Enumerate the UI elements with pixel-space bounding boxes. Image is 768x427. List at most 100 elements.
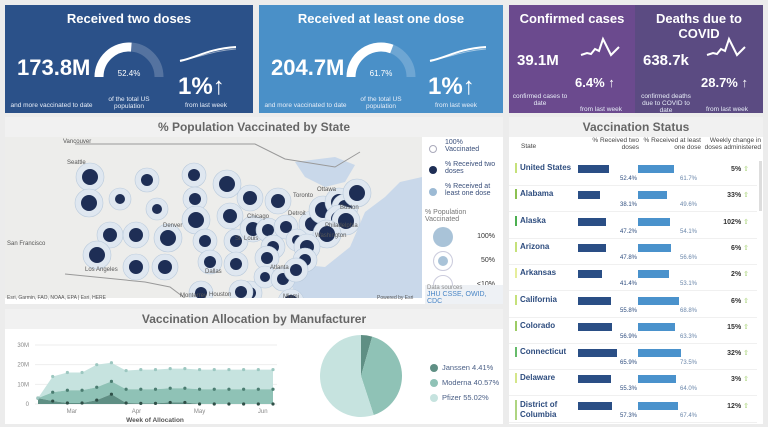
state-name[interactable]: California — [515, 294, 579, 305]
state-name[interactable]: Arkansas — [515, 268, 579, 279]
one-dose-pct: 64.0% — [679, 386, 697, 393]
size-100-icon — [433, 227, 453, 247]
data-point — [80, 370, 84, 375]
us-map[interactable]: Vancouver Seattle San Francisco Los Angeles… — [5, 137, 422, 298]
table-row[interactable]: Connecticut 65.9% 73.5% 32% ⇧ — [509, 344, 757, 371]
state-name[interactable]: Delaware — [515, 373, 579, 384]
arrow-up-outline-icon: ⇧ — [743, 192, 749, 200]
table-row[interactable]: Alaska 47.2% 54.1% 102% ⇧ — [509, 213, 757, 239]
trend-sparkline — [429, 46, 487, 62]
one-dose-pct: 56.6% — [679, 254, 697, 261]
table-row[interactable]: Arkansas 41.4% 53.1% 2% ⇧ — [509, 265, 757, 292]
data-sources-link[interactable]: JHU CSSE, OWID, CDC — [427, 291, 487, 305]
one-dose-bar — [638, 349, 682, 358]
kpi-card: Received at least one dose 204.7M and mor… — [259, 5, 503, 113]
state-name[interactable]: Alaska — [515, 215, 579, 226]
weekly-change: 12% ⇧ — [727, 402, 749, 410]
data-point — [80, 401, 84, 405]
legend-swatch-icon — [430, 393, 438, 402]
state-name[interactable]: Arizona — [515, 241, 579, 252]
manufacturer-title: Vaccination Allocation by Manufacturer — [5, 309, 503, 329]
weekly-change: 102% ⇧ — [723, 218, 749, 226]
area-moderna — [38, 381, 273, 404]
city-label: Denver — [163, 223, 182, 229]
state-dot — [129, 228, 143, 242]
map-powered-by[interactable]: Powered by Esri — [377, 295, 414, 301]
data-point — [139, 387, 143, 391]
kpi-card: Received two doses 173.8M and more vaccin… — [5, 5, 253, 113]
table-scrollbar[interactable] — [759, 161, 762, 211]
legend-item[interactable]: Janssen 4.41% — [430, 360, 499, 375]
x-tick-label: Jun — [258, 409, 268, 415]
state-dot — [160, 230, 176, 246]
card-value: 638.7k — [643, 52, 689, 69]
two-dose-bar — [578, 375, 611, 384]
table-row[interactable]: California 55.8% 68.8% 6% ⇧ — [509, 292, 757, 318]
data-point — [139, 367, 143, 372]
state-dot — [141, 174, 153, 186]
legend-item[interactable]: Moderna 40.57% — [430, 375, 499, 390]
x-axis-label: Week of Allocation — [126, 417, 184, 423]
y-tick-label: 30M — [17, 343, 29, 349]
state-name[interactable]: District of Columbia — [515, 399, 579, 420]
one-dose-pct: 68.8% — [679, 307, 697, 314]
table-row[interactable]: Alabama 38.1% 49.6% 33% ⇧ — [509, 186, 757, 213]
weekly-change: 5% ⇧ — [731, 166, 749, 173]
card-change: 28.7% ↑ — [701, 75, 748, 90]
data-point — [124, 368, 128, 373]
table-row[interactable]: United States 52.4% 61.7% 5% ⇧ — [509, 160, 757, 186]
two-dose-pct: 55.3% — [619, 386, 637, 393]
data-sources: Data sources JHU CSSE, OWID, CDC — [425, 285, 503, 305]
table-row[interactable]: Arizona 47.8% 56.6% 6% ⇧ — [509, 239, 757, 265]
legend-light-dot-icon — [429, 188, 437, 196]
table-row[interactable]: District of Columbia 57.3% 67.4% 12% ⇧ — [509, 397, 757, 423]
two-dose-pct: 52.4% — [619, 176, 637, 182]
col-two-doses[interactable]: % Received two doses — [592, 137, 639, 151]
state-name[interactable]: Colorado — [515, 320, 579, 331]
arrow-up-outline-icon: ⇧ — [743, 402, 749, 410]
data-point — [153, 367, 158, 372]
legend-item[interactable]: Pfizer 55.02% — [430, 390, 499, 405]
two-dose-bar — [578, 217, 606, 226]
col-state[interactable]: State — [521, 143, 537, 150]
two-dose-bar — [578, 191, 601, 200]
state-dot — [81, 195, 97, 211]
data-point — [183, 400, 187, 405]
city-label: Washington — [315, 233, 346, 239]
state-name[interactable]: Alabama — [515, 189, 579, 200]
data-point — [109, 392, 114, 396]
arrow-up-icon: ↑ — [212, 73, 225, 100]
allocation-area-chart[interactable]: 0 10M 20M 30M Mar Apr May Jun Week of Allocation — [5, 329, 285, 423]
state-dot — [285, 295, 297, 298]
data-point — [95, 398, 99, 402]
state-dot — [82, 169, 98, 185]
legend-swatch-icon — [430, 363, 438, 372]
trend-sparkline — [580, 36, 620, 57]
data-point — [212, 402, 216, 406]
state-name[interactable]: United States — [515, 163, 579, 173]
table-row[interactable]: Delaware 55.3% 64.0% 3% ⇧ — [509, 370, 757, 397]
weekly-change: 33% ⇧ — [727, 192, 749, 200]
table-row[interactable]: Colorado 56.9% 63.3% 15% ⇧ — [509, 318, 757, 344]
col-one-dose[interactable]: % Received at least one dose — [643, 137, 701, 151]
trend-sparkline — [179, 46, 237, 62]
state-dot — [188, 169, 200, 181]
card-value-caption: and more vaccinated to date — [264, 102, 347, 109]
state-name[interactable]: Connecticut — [515, 347, 579, 358]
pie-slice-moderna — [361, 336, 402, 415]
one-dose-pct: 63.3% — [679, 333, 697, 340]
state-dot — [280, 221, 292, 233]
state-dot — [189, 193, 201, 205]
arrow-up-outline-icon: ⇧ — [743, 376, 749, 384]
size-50-icon — [433, 251, 453, 271]
card-title: Received two doses — [66, 11, 192, 26]
one-dose-bar — [638, 165, 675, 173]
trend-sparkline — [706, 36, 746, 57]
data-point — [153, 387, 158, 391]
manufacturer-pie-chart[interactable] — [316, 331, 406, 421]
one-dose-pct: 54.1% — [679, 228, 697, 235]
city-label: Miami — [283, 294, 299, 298]
col-weekly-change[interactable]: Weekly change in doses administered — [704, 137, 761, 151]
x-tick-label: Apr — [132, 409, 141, 415]
data-point — [256, 387, 260, 391]
